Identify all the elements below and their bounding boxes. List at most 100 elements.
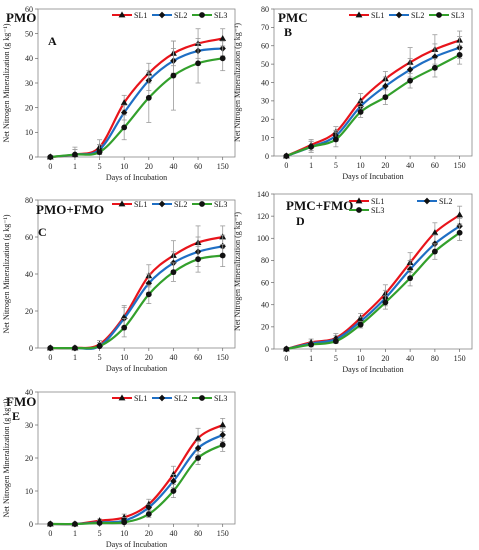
data-point <box>194 434 202 441</box>
legend-marker <box>356 207 362 213</box>
series-sl2 <box>47 234 226 352</box>
y-axis-label: Net Nitrogen Mineralization (g kg⁻¹) <box>2 23 11 142</box>
data-point <box>195 256 201 263</box>
x-tick-label: 40 <box>169 353 177 362</box>
y-tick-label: 50 <box>25 29 33 38</box>
y-tick-label: 60 <box>261 42 269 51</box>
legend-marker <box>355 11 363 18</box>
x-tick-label: 10 <box>120 162 128 171</box>
chart-panel-b: 0 10 20 30 40 50 60 70 80 0 1 5 10 20 40 60 150 Days of I… <box>233 5 473 181</box>
series-sl1 <box>46 417 227 527</box>
x-tick-label: 20 <box>145 162 153 171</box>
y-tick-label: 100 <box>257 234 269 243</box>
x-tick-label: 20 <box>145 529 153 538</box>
data-point <box>170 470 177 477</box>
data-point <box>72 151 78 158</box>
x-tick-label: 1 <box>309 354 313 363</box>
legend-marker <box>395 11 403 19</box>
legend-label: SL1 <box>134 200 147 209</box>
y-tick-label: 40 <box>261 78 269 87</box>
y-tick-label: 20 <box>25 454 33 463</box>
data-point <box>332 136 339 143</box>
plot-frame <box>273 8 473 157</box>
y-tick-label: 80 <box>261 256 269 265</box>
data-point <box>357 321 364 328</box>
data-point <box>406 265 414 273</box>
data-point <box>145 279 153 287</box>
legend: SL1 SL2 SL3 <box>112 394 227 403</box>
x-tick-label: 40 <box>169 529 177 538</box>
legend-label: SL3 <box>214 11 227 20</box>
data-point <box>47 345 54 351</box>
y-tick-label: 60 <box>25 233 33 242</box>
legend-marker <box>118 200 126 207</box>
x-axis-label: Days of Incubation <box>106 173 167 182</box>
legend-label: SL1 <box>134 394 147 403</box>
y-tick-label: 30 <box>25 421 33 430</box>
legend-label: SL3 <box>214 394 227 403</box>
x-tick-label: 1 <box>73 353 77 362</box>
data-point <box>357 109 364 115</box>
x-tick-label: 10 <box>120 353 128 362</box>
y-tick-label: 20 <box>25 103 33 112</box>
panel-letter: D <box>296 214 305 228</box>
data-point <box>195 455 201 461</box>
x-tick-label: 150 <box>454 161 466 170</box>
panel-title: PMC <box>278 10 308 25</box>
data-point <box>431 229 439 236</box>
x-tick-label: 5 <box>98 162 102 171</box>
data-point <box>283 153 290 159</box>
data-point <box>308 341 315 348</box>
data-point <box>456 52 463 58</box>
y-tick-label: 10 <box>25 487 33 496</box>
data-point <box>406 66 414 74</box>
x-axis-label: Days of Incubation <box>342 172 403 181</box>
y-tick-label: 0 <box>29 344 33 353</box>
y-axis-label: Net Nitrogen Mineralization (g kg⁻¹) <box>233 212 242 331</box>
data-point <box>195 60 201 67</box>
legend-marker <box>118 11 126 18</box>
legend-marker <box>436 12 442 18</box>
data-point <box>170 269 177 276</box>
x-axis-label: Days of Incubation <box>106 364 167 373</box>
data-point <box>170 72 177 79</box>
legend-label: SL1 <box>371 11 384 20</box>
chart-panel-a: 0 10 20 30 40 50 60 0 1 5 10 20 40 60 150 Days of Incub… <box>2 5 236 182</box>
data-point <box>357 97 365 104</box>
data-point <box>72 345 78 351</box>
x-tick-label: 20 <box>381 161 389 170</box>
x-tick-label: 150 <box>217 529 229 538</box>
legend-marker <box>158 394 166 402</box>
y-tick-label: 80 <box>25 196 33 205</box>
x-tick-label: 1 <box>309 161 313 170</box>
data-point <box>145 511 152 517</box>
x-tick-label: 1 <box>73 162 77 171</box>
x-tick-label: 0 <box>284 354 288 363</box>
x-tick-label: 40 <box>406 354 414 363</box>
x-tick-label: 40 <box>169 162 177 171</box>
x-tick-label: 0 <box>284 161 288 170</box>
y-tick-label: 70 <box>261 23 269 32</box>
legend-label: SL2 <box>411 11 424 20</box>
y-tick-label: 30 <box>261 97 269 106</box>
y-tick-label: 40 <box>25 270 33 279</box>
legend: SL1 SL2 SL3 <box>112 200 227 209</box>
series-sl3 <box>47 40 226 160</box>
plot-frame <box>37 8 236 158</box>
legend-label: SL1 <box>371 197 384 206</box>
series-sl3 <box>283 45 463 159</box>
panel-title: PMO <box>6 10 36 25</box>
data-point <box>96 149 103 155</box>
x-tick-label: 5 <box>98 529 102 538</box>
series-sl2 <box>283 217 463 353</box>
legend-marker <box>199 12 205 18</box>
data-point <box>194 444 202 452</box>
data-point <box>219 55 226 62</box>
plot-frame <box>37 391 236 525</box>
y-axis-label: Net Nitrogen Mineralization (g kg⁻¹) <box>2 398 11 517</box>
data-point <box>120 109 128 116</box>
y-tick-label: 40 <box>261 301 269 310</box>
legend-marker <box>199 395 205 401</box>
x-tick-label: 0 <box>48 529 52 538</box>
series-sl1 <box>46 225 227 351</box>
